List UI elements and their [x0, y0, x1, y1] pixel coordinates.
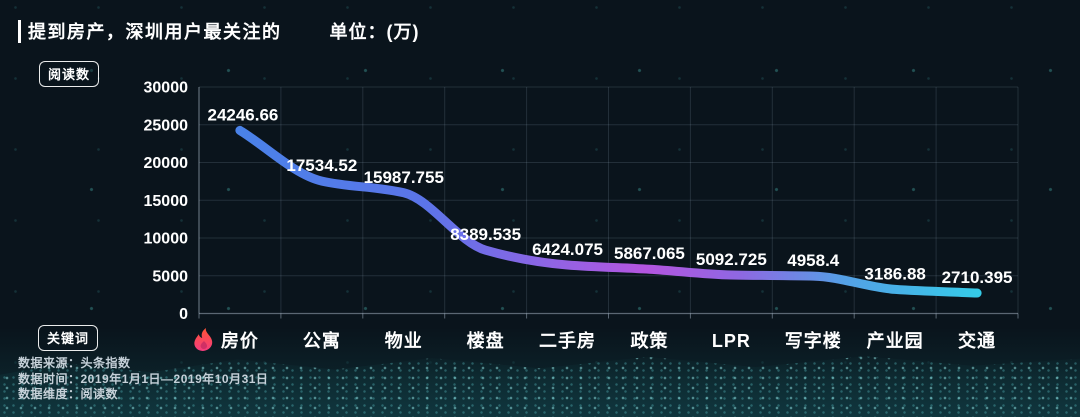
data-label: 2710.395 — [942, 268, 1013, 287]
footer-dimension: 数据维度：阅读数 — [18, 387, 119, 401]
y-tick-label: 15000 — [144, 193, 189, 210]
data-label: 6424.075 — [532, 240, 603, 259]
y-axis-badge: 阅读数 — [39, 61, 100, 87]
grid: 0 5000 10000 15000 20000 25000 30000 — [144, 80, 1019, 323]
y-tick-label: 5000 — [152, 268, 188, 285]
x-axis-badge: 关键词 — [38, 325, 99, 351]
data-label: 17534.52 — [286, 156, 357, 175]
category-label: 政策 — [630, 330, 668, 351]
data-label: 24246.66 — [207, 105, 278, 124]
title-accent-bar — [18, 19, 21, 43]
data-label: 3186.88 — [864, 264, 925, 283]
y-tick-label: 20000 — [144, 155, 189, 172]
category-label: 公寓 — [303, 330, 341, 351]
data-label: 5867.065 — [614, 244, 685, 263]
y-tick-label: 0 — [179, 306, 188, 323]
flame-icon — [194, 328, 213, 351]
data-label: 15987.755 — [364, 168, 444, 187]
category-label: 房价 — [221, 330, 259, 351]
y-tick-label: 30000 — [144, 80, 189, 97]
data-label: 8389.535 — [450, 225, 521, 244]
footer-time: 数据时间：2019年1月1日—2019年10月31日 — [18, 371, 269, 386]
data-label: 4958.4 — [787, 251, 840, 270]
chart-line — [235, 125, 982, 298]
category-label: 交通 — [958, 330, 996, 351]
footer-source: 数据来源：头条指数 — [18, 356, 131, 370]
category-labels: 房价 公寓 物业 楼盘 二手房 政策 LPR 写字楼 产业园 交通 — [221, 330, 996, 351]
y-tick-label: 25000 — [144, 117, 189, 134]
unit-label: 单位：(万) — [329, 22, 420, 42]
data-label: 5092.725 — [696, 250, 767, 269]
category-label: 物业 — [385, 330, 423, 351]
category-label: 楼盘 — [467, 330, 505, 351]
data-labels: 24246.66 17534.52 15987.755 8389.535 6424.07… — [207, 105, 1012, 287]
y-tick-label: 10000 — [144, 231, 189, 248]
footer-notes: 数据来源：头条指数 数据时间：2019年1月1日—2019年10月31日 数据维… — [18, 356, 268, 403]
category-label: 二手房 — [539, 330, 596, 351]
category-label: LPR — [712, 331, 751, 351]
page-title: 提到房产，深圳用户最关注的 — [28, 22, 282, 42]
category-label: 产业园 — [867, 330, 924, 351]
category-label: 写字楼 — [785, 330, 842, 351]
header: 提到房产，深圳用户最关注的 单位：(万) — [18, 18, 420, 44]
